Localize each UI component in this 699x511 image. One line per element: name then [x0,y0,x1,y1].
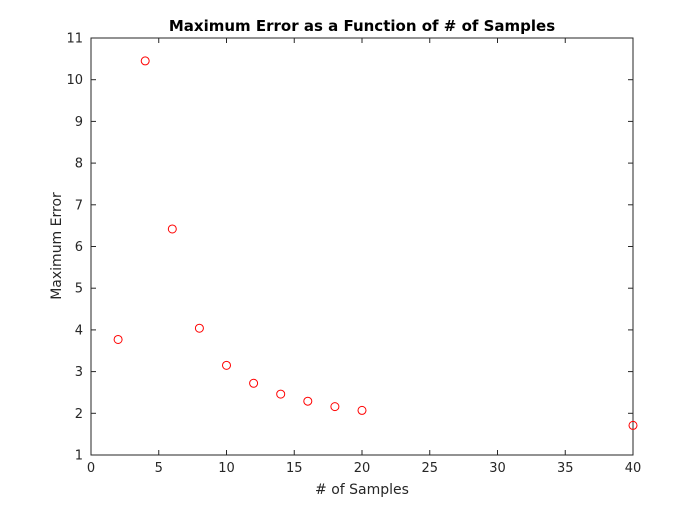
y-tick-label: 7 [75,198,83,213]
data-series [113,56,638,430]
y-tick-label: 1 [75,449,83,464]
data-point [140,56,150,66]
data-point [357,405,367,415]
x-tick-label: 0 [87,461,95,476]
x-tick-label: 40 [625,461,642,476]
y-tick-label: 8 [75,157,83,172]
plot-area [90,37,634,456]
data-point [222,360,231,370]
x-tick-label: 15 [286,461,303,476]
data-point [249,378,259,388]
y-tick-label: 2 [75,407,83,422]
y-axis-label: Maximum Error [49,192,65,300]
x-tick-label: 10 [218,461,235,476]
x-tick-label: 25 [421,461,438,476]
y-tick-label: 9 [75,115,83,130]
data-point [628,420,638,430]
data-point [113,334,123,344]
y-axis: 1 2 3 4 5 6 7 8 9 10 11 [66,32,633,464]
data-point [167,224,177,234]
data-point [194,323,204,333]
x-tick-label: 5 [155,461,163,476]
data-point [276,389,286,399]
data-point [303,396,313,406]
data-point [330,402,340,412]
y-tick-label: 4 [75,323,83,338]
x-tick-label: 20 [354,461,371,476]
chart-title: Maximum Error as a Function of # of Samp… [169,17,555,35]
x-axis: 0 5 10 15 20 25 30 35 40 [87,38,641,476]
y-tick-label: 6 [75,240,83,255]
y-tick-label: 10 [66,73,83,88]
x-tick-label: 30 [489,461,506,476]
y-tick-label: 11 [66,32,83,47]
y-tick-label: 3 [75,365,83,380]
x-axis-label: # of Samples [315,482,409,498]
y-tick-label: 5 [75,282,83,297]
x-tick-label: 35 [557,461,574,476]
